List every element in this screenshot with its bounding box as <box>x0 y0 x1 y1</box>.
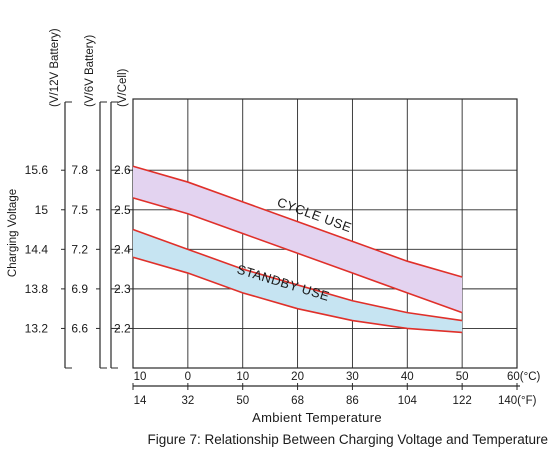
figure-caption: Figure 7: Relationship Between Charging … <box>147 432 548 447</box>
y-tick-label: 15 <box>35 203 49 217</box>
y-axis-title: Charging Voltage <box>7 189 19 277</box>
y-axis-header-cell: (V/Cell) <box>117 68 129 107</box>
y-tick-label: 7.5 <box>71 203 88 217</box>
y-tick-label: 2.5 <box>114 203 131 217</box>
x-tick-label-fahrenheit: 86 <box>346 395 359 407</box>
x-tick-label-fahrenheit: 122 <box>453 395 472 407</box>
y-tick-label: 2.6 <box>114 163 131 177</box>
x-tick-label-celsius: 20 <box>291 371 304 383</box>
x-axis-ticks: 10 14 0 32 10 50 20 68 30 86 40 104 50 122 <box>132 371 518 407</box>
curve-standby-use-upper <box>132 228 463 322</box>
y-tick-label: 13.2 <box>25 321 49 335</box>
x-tick-label-fahrenheit: 50 <box>236 395 249 407</box>
x-tick-label-celsius: 30 <box>346 371 359 383</box>
y-tick-label: 2.2 <box>114 321 131 335</box>
x-axis-unit-fahrenheit: 140(°F) <box>498 395 537 407</box>
y-tick-label: 6.9 <box>71 282 88 296</box>
y-tick-label: 7.8 <box>71 163 88 177</box>
x-tick-label-fahrenheit: 32 <box>181 395 194 407</box>
x-tick-label-celsius: 10 <box>134 371 147 383</box>
y-axis-header-6v: (V/6V Battery) <box>84 35 96 107</box>
x-tick-label-celsius: 10 <box>236 371 249 383</box>
y-axis-header-12v: (V/12V Battery) <box>49 28 61 107</box>
y-tick-label: 14.4 <box>25 242 49 256</box>
x-tick-label-celsius: 0 <box>185 371 191 383</box>
curve-standby-use-lower <box>132 256 463 334</box>
x-tick-label-celsius: 40 <box>401 371 414 383</box>
x-tick-label-fahrenheit: 68 <box>291 395 304 407</box>
y-tick-label: 2.4 <box>114 242 131 256</box>
y-tick-label: 7.2 <box>71 242 88 256</box>
x-tick-label-celsius: 50 <box>456 371 469 383</box>
y-tick-label: 6.6 <box>71 321 88 335</box>
y-tick-label: 15.6 <box>25 163 49 177</box>
x-axis-unit-celsius: 60(°C) <box>507 371 541 383</box>
curve-cycle-use-lower <box>132 197 463 314</box>
x-tick-label-fahrenheit: 14 <box>134 395 147 407</box>
band-cycle-use <box>133 166 463 313</box>
y-tick-label: 13.8 <box>25 282 49 296</box>
y-tick-label: 2.3 <box>114 282 131 296</box>
x-axis-title: Ambient Temperature <box>252 410 382 425</box>
x-tick-label-fahrenheit: 104 <box>398 395 418 407</box>
data-bands <box>132 165 463 334</box>
y-axis-ticks: 15.6 7.8 2.6 15 7.5 2.5 14.4 7.2 2.4 13.8 6.9 2.3 13… <box>25 101 133 369</box>
curve-cycle-use-upper <box>132 165 463 278</box>
